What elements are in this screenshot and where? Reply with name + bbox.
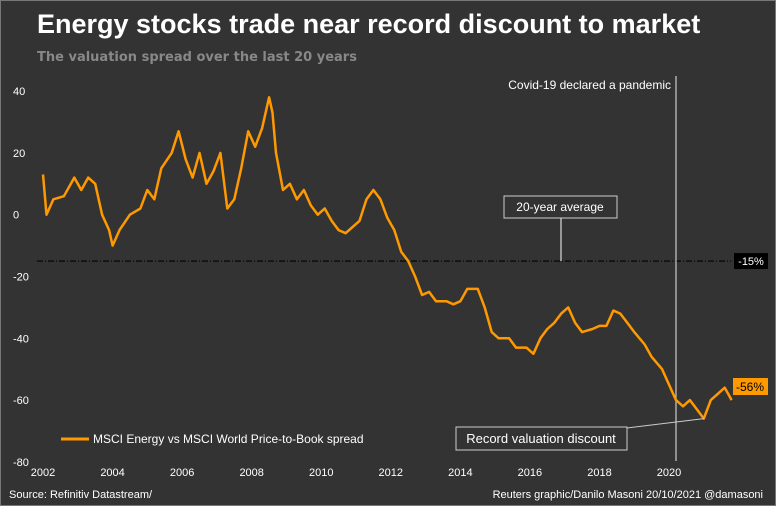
y-tick-label: -40 <box>13 333 29 345</box>
average-label: 20-year average <box>516 200 604 214</box>
x-tick-label: 2014 <box>448 467 472 479</box>
last-value-tag-box <box>733 378 768 395</box>
record-leader-line <box>626 418 704 429</box>
record-label: Record valuation discount <box>466 431 616 446</box>
y-tick-label: -80 <box>13 457 29 469</box>
chart-subtitle: The valuation spread over the last 20 ye… <box>37 50 357 65</box>
covid-label: Covid-19 declared a pandemic <box>508 78 671 92</box>
y-tick-label: 20 <box>13 148 25 160</box>
x-tick-label: 2020 <box>657 467 681 479</box>
record-label-box <box>455 426 628 451</box>
last-value-tag: -56% <box>736 380 764 394</box>
y-tick-label: 40 <box>13 86 25 98</box>
x-tick-label: 2008 <box>239 467 263 479</box>
x-tick-label: 2012 <box>379 467 403 479</box>
series-line <box>41 96 733 420</box>
x-tick-label: 2004 <box>100 467 124 479</box>
y-tick-label: 0 <box>13 210 19 222</box>
x-tick-label: 2018 <box>587 467 611 479</box>
y-tick-label: -60 <box>13 395 29 407</box>
x-tick-label: 2010 <box>309 467 333 479</box>
y-tick-label: -20 <box>13 272 29 284</box>
average-tag-box <box>734 253 768 270</box>
x-tick-label: 2002 <box>31 467 55 479</box>
x-tick-label: 2016 <box>518 467 542 479</box>
source-note: Source: Refinitiv Datastream/ <box>9 489 153 501</box>
chart-title: Energy stocks trade near record discount… <box>37 9 701 39</box>
average-label-box <box>503 195 618 219</box>
x-tick-label: 2006 <box>170 467 194 479</box>
credit-note: Reuters graphic/Danilo Masoni 20/10/2021… <box>492 489 763 501</box>
legend-label: MSCI Energy vs MSCI World Price-to-Book … <box>93 432 364 446</box>
average-tag: -15% <box>738 256 764 268</box>
